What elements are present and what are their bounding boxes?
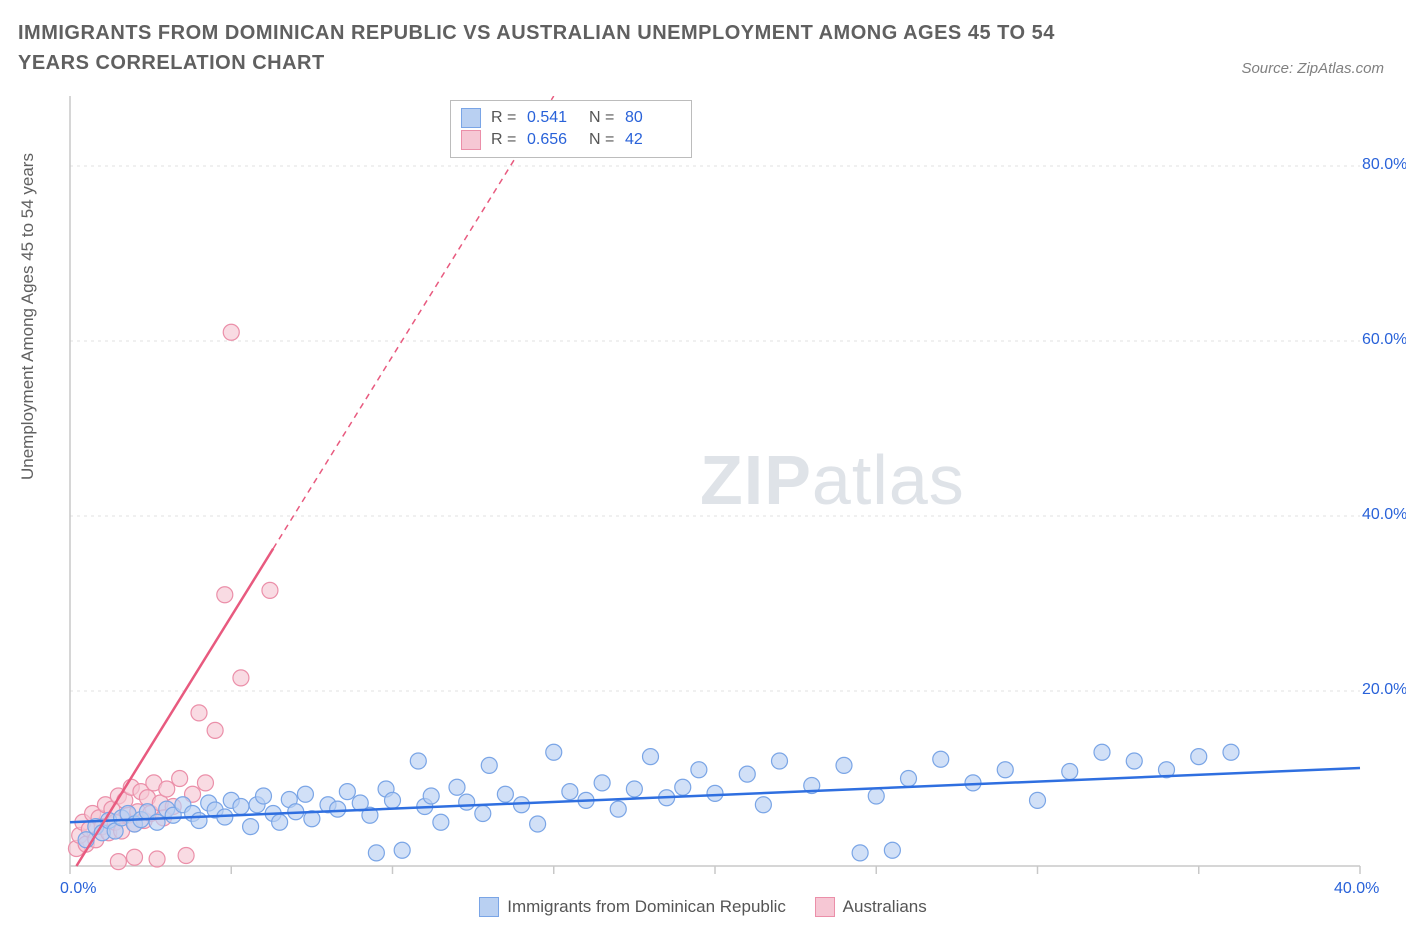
stat-value-n: 42 (625, 129, 677, 151)
chart-title: IMMIGRANTS FROM DOMINICAN REPUBLIC VS AU… (18, 18, 1118, 78)
stat-label-n: N = (589, 129, 615, 151)
stat-label-n: N = (589, 107, 615, 129)
axis-tick-label: 80.0% (1362, 156, 1406, 174)
correlation-legend: R = 0.541 N = 80 R = 0.656 N = 42 (450, 100, 692, 158)
legend-row-series-2: R = 0.656 N = 42 (461, 129, 677, 151)
stat-label-r: R = (491, 107, 517, 129)
legend-label: Australians (843, 897, 927, 917)
legend-label: Immigrants from Dominican Republic (507, 897, 786, 917)
stat-value-n: 80 (625, 107, 677, 129)
axis-tick-label: 0.0% (60, 880, 96, 898)
legend-swatch-icon (461, 108, 481, 128)
legend-item: Immigrants from Dominican Republic (479, 897, 786, 917)
y-axis-label: Unemployment Among Ages 45 to 54 years (18, 153, 38, 480)
axis-tick-label: 20.0% (1362, 681, 1406, 699)
legend-item: Australians (815, 897, 927, 917)
legend-swatch-icon (479, 897, 499, 917)
stat-value-r: 0.656 (527, 129, 579, 151)
axis-tick-label: 40.0% (1334, 880, 1379, 898)
legend-row-series-1: R = 0.541 N = 80 (461, 107, 677, 129)
series-legend: Immigrants from Dominican Republic Austr… (0, 897, 1406, 922)
axis-tick-label: 60.0% (1362, 331, 1406, 349)
scatter-chart (60, 96, 1380, 896)
stat-value-r: 0.541 (527, 107, 579, 129)
source-attribution: Source: ZipAtlas.com (1241, 60, 1384, 77)
legend-swatch-icon (815, 897, 835, 917)
chart-svg (60, 96, 1380, 896)
axis-tick-label: 40.0% (1362, 506, 1406, 524)
stat-label-r: R = (491, 129, 517, 151)
legend-swatch-icon (461, 130, 481, 150)
